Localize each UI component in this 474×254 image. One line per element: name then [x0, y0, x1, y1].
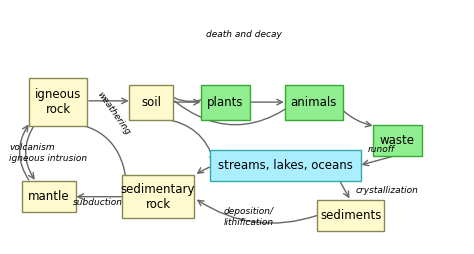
- Text: volcanism
igneous intrusion: volcanism igneous intrusion: [9, 144, 88, 163]
- Text: crystallization: crystallization: [355, 186, 418, 195]
- FancyBboxPatch shape: [284, 85, 343, 120]
- Text: deposition/
lithification: deposition/ lithification: [224, 208, 273, 227]
- FancyBboxPatch shape: [29, 78, 87, 126]
- Text: mantle: mantle: [28, 190, 70, 203]
- Text: igneous
rock: igneous rock: [35, 88, 82, 116]
- Text: sedimentary
rock: sedimentary rock: [121, 183, 195, 211]
- Text: animals: animals: [291, 96, 337, 109]
- Text: soil: soil: [141, 96, 161, 109]
- Text: streams, lakes, oceans: streams, lakes, oceans: [219, 159, 353, 172]
- FancyBboxPatch shape: [201, 85, 250, 120]
- Text: weathering: weathering: [96, 90, 132, 137]
- FancyBboxPatch shape: [22, 181, 75, 212]
- FancyBboxPatch shape: [129, 85, 173, 120]
- Text: death and decay: death and decay: [206, 30, 282, 39]
- FancyBboxPatch shape: [317, 200, 384, 231]
- FancyBboxPatch shape: [373, 125, 422, 156]
- Text: sediments: sediments: [320, 209, 382, 222]
- Text: runoff: runoff: [367, 145, 394, 154]
- Text: subduction: subduction: [73, 198, 123, 208]
- Text: waste: waste: [380, 134, 415, 147]
- FancyBboxPatch shape: [122, 175, 194, 218]
- FancyBboxPatch shape: [210, 150, 361, 181]
- Text: plants: plants: [207, 96, 244, 109]
